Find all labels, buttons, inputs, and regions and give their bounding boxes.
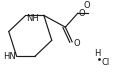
Text: O: O bbox=[83, 1, 89, 10]
Text: H: H bbox=[93, 49, 99, 58]
Text: HN: HN bbox=[3, 52, 16, 61]
Text: O: O bbox=[73, 40, 79, 49]
Text: Cl: Cl bbox=[101, 58, 109, 67]
Text: O: O bbox=[78, 9, 85, 18]
Text: NH: NH bbox=[26, 14, 39, 23]
